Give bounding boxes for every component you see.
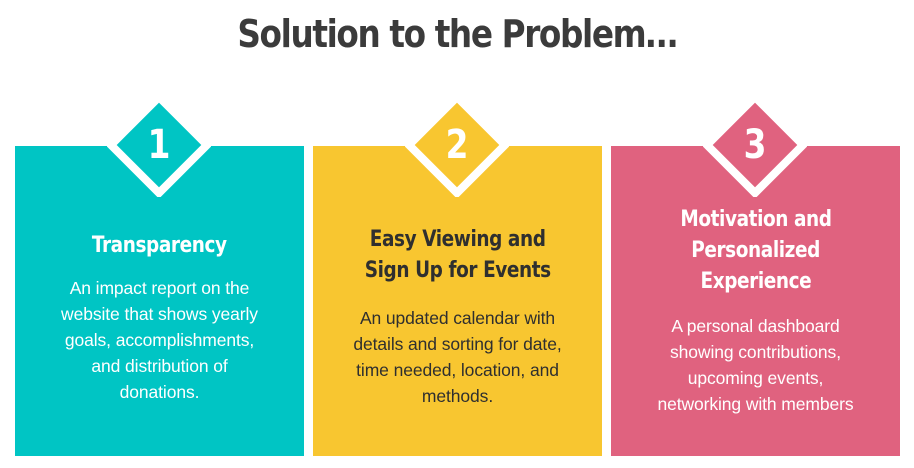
step-number-badge-3: 3 xyxy=(703,93,807,197)
card-heading-line: Experience xyxy=(700,269,811,294)
card-description: An impact report on the website that sho… xyxy=(31,275,288,405)
page-title: Solution to the Problem… xyxy=(237,12,678,56)
card-description-line: showing contributions, xyxy=(670,342,841,362)
step-number-badge-1: 1 xyxy=(107,93,211,197)
card-description: A personal dashboard showing contributio… xyxy=(617,313,894,417)
card-description-line: A personal dashboard xyxy=(671,316,840,336)
step-number: 2 xyxy=(445,122,469,168)
card-description-line: methods. xyxy=(421,386,494,406)
diamond-badge-shape xyxy=(107,93,211,197)
card-heading-line: Easy Viewing and xyxy=(369,227,546,252)
card-description-line: networking with members xyxy=(657,394,854,414)
card-description-line: donations. xyxy=(119,382,200,402)
step-number: 1 xyxy=(147,122,171,168)
card-description-line: upcoming events, xyxy=(687,368,824,388)
card-heading-line: Transparency xyxy=(92,233,227,258)
solution-card-1: Transparency An impact report on the web… xyxy=(15,146,304,456)
card-heading: Transparency xyxy=(15,230,304,261)
card-heading: Easy Viewing and Sign Up for Events xyxy=(313,224,602,286)
card-description-line: time needed, location, and xyxy=(356,360,559,380)
card-description-line: An updated calendar with xyxy=(359,308,556,328)
card-heading: Motivation and Personalized Experience xyxy=(611,204,900,297)
card-description-line: and distribution of xyxy=(91,356,228,376)
solution-card-3: Motivation and Personalized Experience A… xyxy=(611,146,900,456)
card-heading-line: Personalized xyxy=(691,238,820,263)
solution-card-2: Easy Viewing and Sign Up for Events An u… xyxy=(313,146,602,456)
step-number: 3 xyxy=(743,122,767,168)
card-description-line: goals, accomplishments, xyxy=(64,330,255,350)
card-description-line: An impact report on the xyxy=(69,278,250,298)
card-description: An updated calendar with details and sor… xyxy=(329,305,586,409)
diamond-badge-shape xyxy=(703,93,807,197)
card-description-line: website that shows yearly xyxy=(61,304,258,324)
diamond-badge-shape xyxy=(405,93,509,197)
step-number-badge-2: 2 xyxy=(405,93,509,197)
card-heading-line: Motivation and xyxy=(679,207,832,232)
card-description-line: details and sorting for date, xyxy=(353,334,562,354)
card-heading-line: Sign Up for Events xyxy=(364,258,551,283)
